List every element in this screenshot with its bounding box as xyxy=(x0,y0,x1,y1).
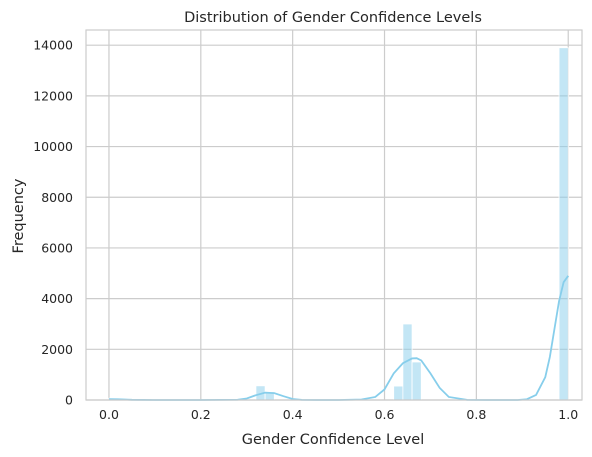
x-tick-label: 0.6 xyxy=(375,407,395,422)
x-tick-label: 1.0 xyxy=(558,407,578,422)
y-tick-label: 4000 xyxy=(41,291,73,306)
y-grid-lines xyxy=(86,44,582,401)
x-grid-lines xyxy=(108,30,569,400)
y-tick-label: 6000 xyxy=(41,240,73,255)
x-tick-label: 0.0 xyxy=(99,407,119,422)
histogram-bar xyxy=(393,385,404,401)
y-axis-label: Frequency xyxy=(11,178,27,253)
y-tick-label: 10000 xyxy=(33,139,73,154)
x-tick-label: 0.4 xyxy=(283,407,303,422)
histogram-bar xyxy=(558,47,569,401)
chart-title: Distribution of Gender Confidence Levels xyxy=(184,10,482,26)
plot-frame xyxy=(85,29,583,401)
y-tick-label: 0 xyxy=(65,393,73,408)
y-tick-label: 12000 xyxy=(33,88,73,103)
y-tick-label: 2000 xyxy=(41,342,73,357)
x-tick-labels: 0.0 0.2 0.4 0.6 0.8 1.0 xyxy=(99,407,578,422)
y-tick-label: 8000 xyxy=(41,190,73,205)
y-tick-label: 14000 xyxy=(33,38,73,53)
histogram-bar xyxy=(411,361,422,401)
x-tick-label: 0.2 xyxy=(191,407,211,422)
x-axis-label: Gender Confidence Level xyxy=(242,432,424,448)
x-tick-label: 0.8 xyxy=(466,407,486,422)
histogram-bars xyxy=(108,47,569,401)
kde-curve xyxy=(108,275,569,401)
y-tick-labels: 0 2000 4000 6000 8000 10000 12000 14000 xyxy=(33,38,73,408)
